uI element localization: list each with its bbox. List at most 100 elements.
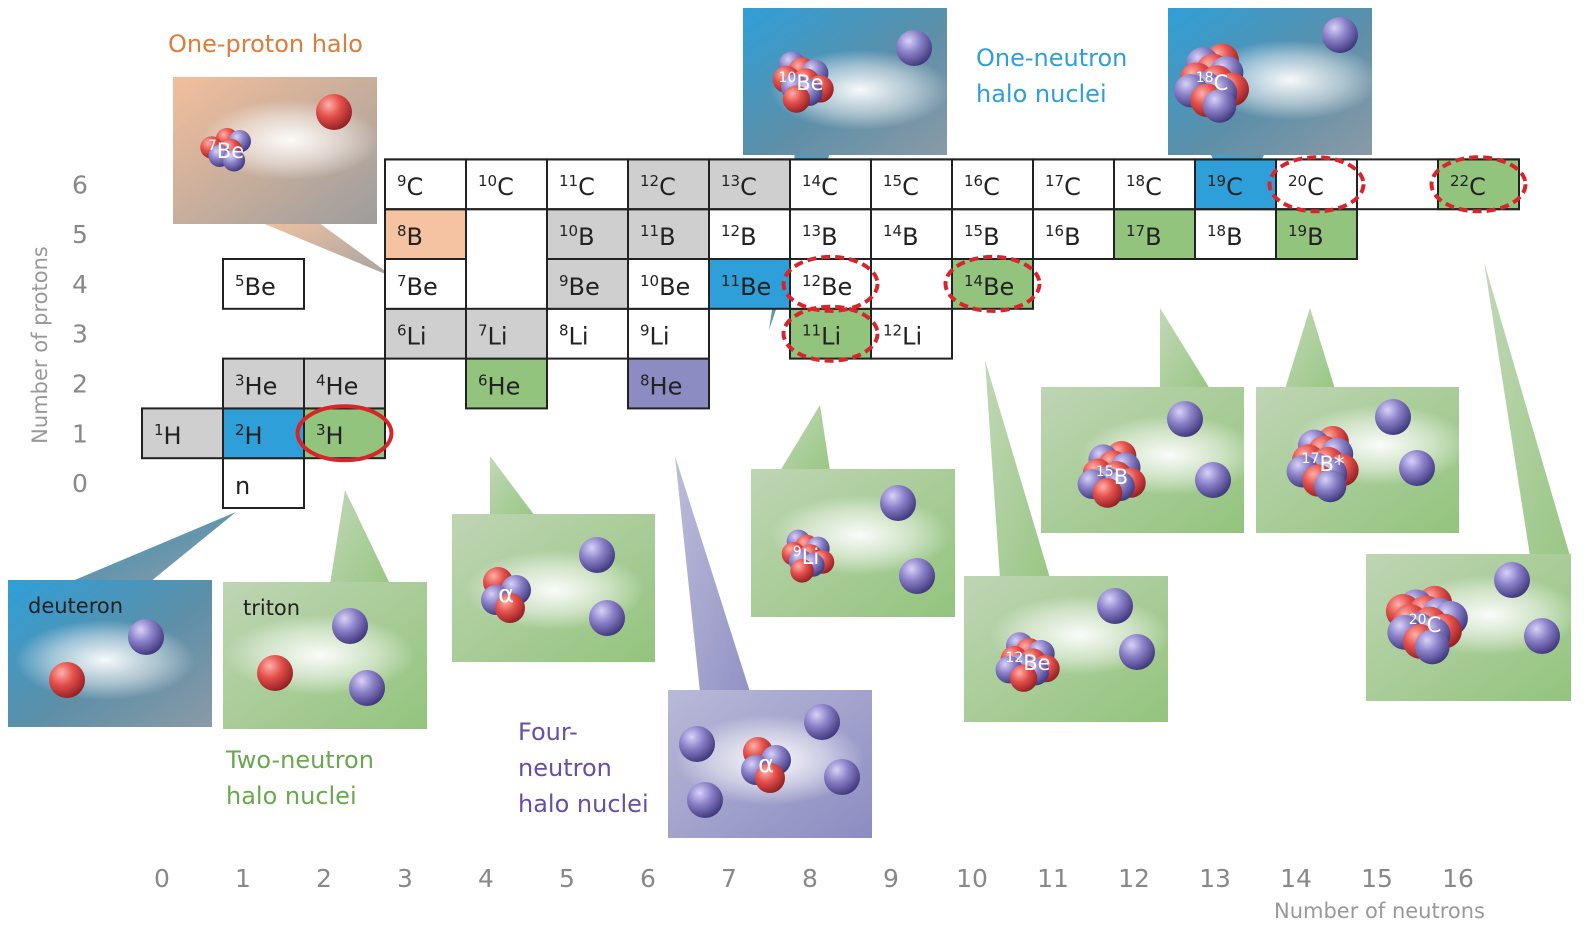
nuclide-cell: 9Be — [546, 258, 629, 310]
mass-number: 18 — [1126, 172, 1145, 190]
x-tick-label: 4 — [478, 864, 494, 893]
nuclide-cell: 8He — [627, 357, 710, 410]
dashed-marker-ellipse — [1267, 155, 1366, 214]
nuclide-cell-box — [222, 457, 305, 510]
element-symbol: Li — [488, 323, 508, 351]
x-tick-label: 3 — [397, 864, 413, 893]
nuclide-cell-box — [789, 258, 872, 310]
callout-pointer — [780, 405, 830, 471]
y-tick-label: 6 — [72, 170, 88, 199]
x-tick-label: 6 — [640, 864, 656, 893]
core-mass: 10 — [778, 70, 796, 86]
nuclide-cell: 6He — [465, 357, 548, 410]
core-label: 9Li — [793, 544, 819, 569]
mass-number: 17 — [1126, 222, 1145, 240]
x-tick-label: 1 — [235, 864, 251, 893]
core-symbol: α — [758, 750, 774, 778]
solid-marker-ellipse — [295, 404, 394, 463]
nuclide-label: 22C — [1450, 172, 1486, 201]
core-neutron-sphere — [1202, 89, 1237, 123]
nuclide-cell: 14C — [789, 158, 872, 211]
element-symbol: B — [821, 223, 837, 251]
core-mass: 17 — [1302, 451, 1320, 467]
nuclide-cell: 10Be — [627, 258, 710, 310]
nuclide-cell-box — [303, 357, 386, 410]
x-tick-label: 12 — [1118, 864, 1150, 893]
core-symbol: Be — [796, 71, 823, 95]
nuclide-label: 15C — [883, 172, 919, 201]
nuclide-cell: 22C — [1437, 158, 1520, 211]
core-label: 7Be — [208, 138, 244, 163]
four-neutron-halo-caption: Four-neutron halo nuclei — [518, 718, 649, 818]
element-symbol: C — [578, 173, 595, 201]
nuclide-cell: 19B — [1275, 208, 1358, 260]
element-symbol: B — [407, 223, 423, 251]
nuclide-label: 18B — [1207, 222, 1243, 251]
nuclide-cell: 20C — [1275, 158, 1358, 211]
nuclide-cell: 6Li — [384, 307, 467, 360]
nuclide-label: 10B — [559, 222, 595, 251]
nuclide-cell: 15C — [870, 158, 953, 211]
nuclide-label: 16B — [1045, 222, 1081, 251]
core-mass: 20 — [1409, 612, 1427, 628]
x-tick-label: 10 — [956, 864, 988, 893]
mass-number: 19 — [1207, 172, 1226, 190]
two-neutron-halo-caption: Two-neutron halo nuclei — [225, 746, 374, 810]
mass-number: 11 — [721, 272, 740, 290]
nuclide-cell: 9Li — [627, 307, 710, 360]
nuclide-label: 9Li — [640, 322, 670, 351]
nuclide-cell-box — [546, 258, 629, 310]
mass-number: 3 — [235, 371, 245, 389]
panel-triton: triton — [223, 582, 427, 729]
halo-cloud — [15, 620, 195, 700]
mass-number: 10 — [559, 222, 578, 240]
halo-neutron-sphere — [1119, 634, 1155, 670]
nuclide-cell-box — [222, 357, 305, 410]
element-symbol: B — [1226, 223, 1242, 251]
callout-layer — [70, 153, 1570, 692]
caption-line: neutron — [518, 754, 612, 782]
element-symbol: Be — [569, 273, 600, 301]
nuclide-label: 15B — [964, 222, 1000, 251]
mass-number: 11 — [640, 222, 659, 240]
y-tick-label: 2 — [72, 370, 88, 399]
core-label: 20C — [1409, 612, 1442, 637]
nuclide-label: 5Be — [235, 272, 276, 301]
nuclide-cell-box — [951, 208, 1034, 260]
halo-neutron-sphere — [679, 726, 715, 762]
panel-14be: 12Be — [964, 576, 1170, 722]
halo-neutron-sphere — [1524, 618, 1560, 654]
element-symbol: C — [1145, 173, 1162, 201]
nuclide-cell-box — [465, 307, 548, 360]
nuclide-cell-box — [1113, 208, 1196, 260]
nuclide-label: 19C — [1207, 172, 1243, 201]
element-symbol: Li — [407, 323, 427, 351]
core-proton-sphere — [782, 85, 811, 113]
core-mass: 12 — [1005, 650, 1023, 666]
mass-number: 13 — [802, 222, 821, 240]
core-label: α — [758, 750, 774, 778]
mass-number: 16 — [964, 172, 983, 190]
nuclide-cell: 13B — [789, 208, 872, 260]
x-tick-label: 13 — [1199, 864, 1231, 893]
panel-8he: α — [668, 690, 872, 838]
nuclide-cell-box — [1032, 208, 1115, 260]
core-symbol: Li — [802, 545, 820, 569]
callout-pointer — [1285, 308, 1335, 389]
nuclide-label: 12C — [640, 172, 676, 201]
callout-pointer — [490, 456, 535, 516]
nuclide-label: 1H — [154, 421, 182, 450]
nuclide-cell-box — [708, 158, 791, 211]
element-symbol: B — [1307, 223, 1323, 251]
halo-neutron-sphere — [128, 619, 164, 655]
nuclide-label: 3He — [235, 371, 277, 400]
nuclide-cell: 11Li — [789, 307, 872, 360]
element-symbol: C — [983, 173, 1000, 201]
core-neutron-sphere — [222, 149, 246, 172]
caption-line: Four- — [518, 718, 578, 746]
core-proton-sphere — [1009, 664, 1038, 692]
panel-6he: α — [452, 514, 655, 662]
halo-neutron-sphere — [1167, 401, 1203, 437]
nuclide-label: n — [235, 472, 250, 500]
